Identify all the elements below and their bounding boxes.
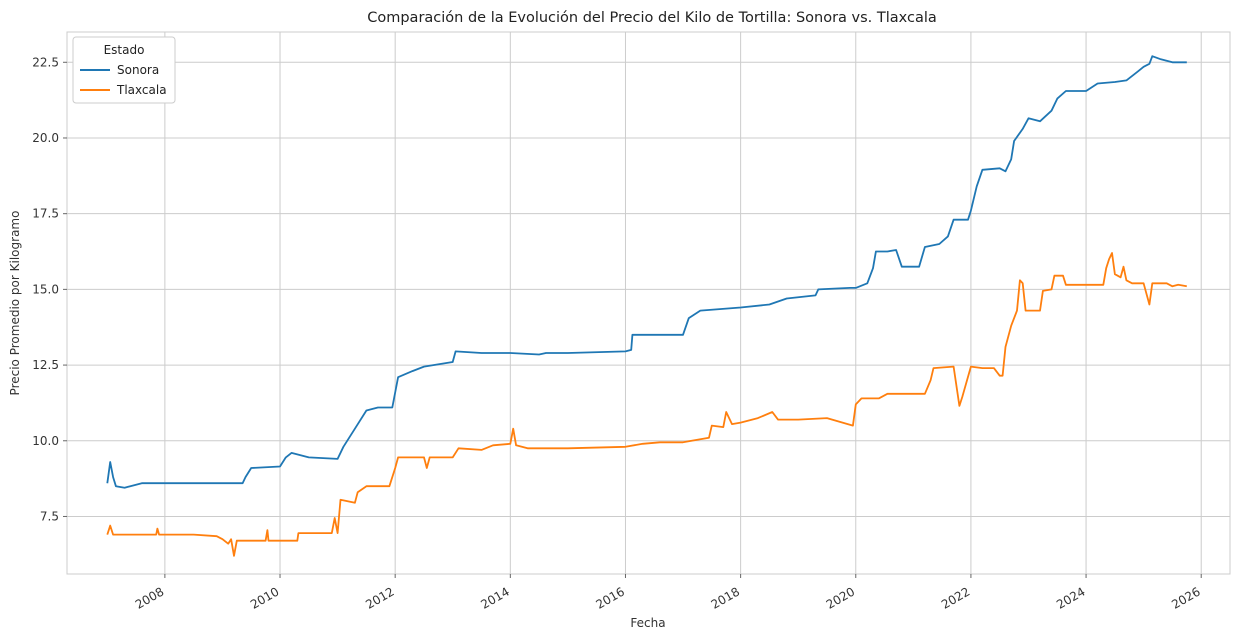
x-tick-label: 2018 xyxy=(709,584,742,611)
y-tick-label: 7.5 xyxy=(40,509,59,523)
x-tick-label: 2022 xyxy=(939,584,972,611)
y-axis-label: Precio Promedio por Kilogramo xyxy=(8,211,22,396)
legend-label-tlaxcala: Tlaxcala xyxy=(116,83,167,97)
y-tick-label: 20.0 xyxy=(32,131,59,145)
x-axis-ticks: 2008 2010 2012 2014 2016 2018 2020 2022 2024 2026 xyxy=(133,574,1203,612)
legend-title: Estado xyxy=(104,43,145,57)
x-tick-label: 2014 xyxy=(478,584,511,611)
y-tick-label: 10.0 xyxy=(32,434,59,448)
series-line-sonora xyxy=(106,55,1187,489)
x-axis-label: Fecha xyxy=(630,616,665,630)
plot-frame xyxy=(66,31,1231,575)
legend: Estado Sonora Tlaxcala xyxy=(72,36,176,104)
x-tick-label: 2026 xyxy=(1169,584,1202,611)
series-lines xyxy=(106,55,1187,557)
x-tick-label: 2020 xyxy=(824,584,857,611)
x-tick-label: 2010 xyxy=(248,584,281,611)
y-tick-label: 17.5 xyxy=(32,207,59,221)
legend-box xyxy=(72,36,176,104)
y-axis-ticks: 7.5 10.0 12.5 15.0 17.5 20.0 22.5 xyxy=(32,55,67,523)
y-tick-label: 22.5 xyxy=(32,55,59,69)
legend-label-sonora: Sonora xyxy=(117,63,159,77)
x-tick-label: 2024 xyxy=(1054,584,1087,611)
grid-lines xyxy=(67,32,1230,574)
series-line-tlaxcala xyxy=(106,252,1187,557)
y-tick-label: 12.5 xyxy=(32,358,59,372)
chart-title: Comparación de la Evolución del Precio d… xyxy=(367,10,937,26)
x-tick-label: 2012 xyxy=(363,584,396,611)
x-tick-label: 2016 xyxy=(594,584,627,611)
x-tick-label: 2008 xyxy=(133,584,166,611)
y-tick-label: 15.0 xyxy=(32,282,59,296)
